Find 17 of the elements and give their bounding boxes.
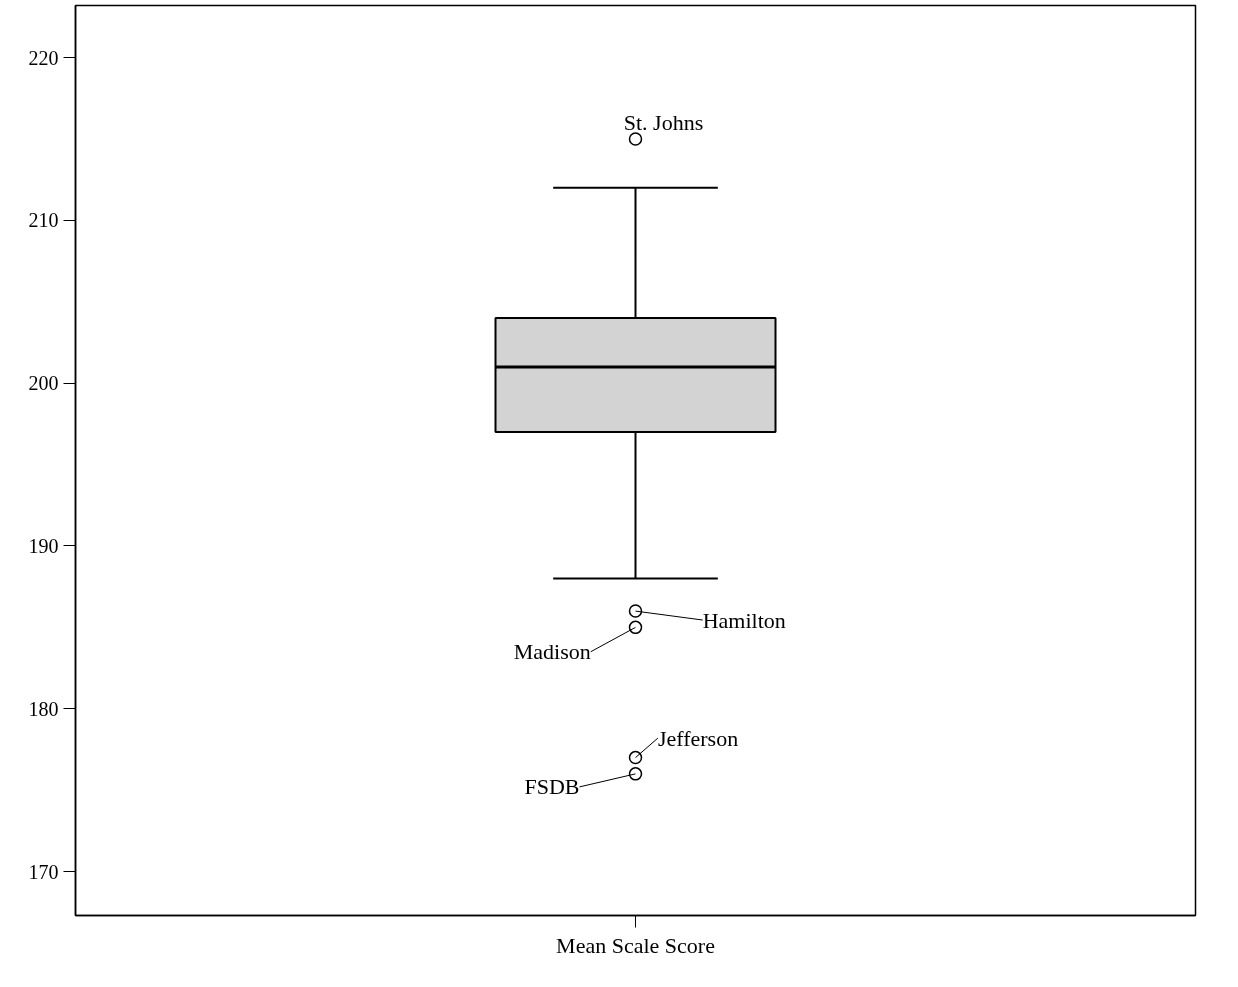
annotation: FSDB bbox=[524, 774, 580, 800]
point bbox=[628, 604, 643, 618]
y-tick-label: 200 bbox=[28, 372, 59, 395]
y-tick-label: 210 bbox=[28, 209, 59, 232]
annotation: Hamilton bbox=[702, 607, 786, 633]
annotation: Jefferson bbox=[657, 725, 739, 751]
y-tick-label: 170 bbox=[28, 860, 59, 883]
y-tick-label: 180 bbox=[28, 697, 59, 720]
annotation: St. Johns bbox=[623, 110, 704, 136]
point bbox=[628, 750, 643, 765]
point bbox=[628, 767, 643, 781]
y-tick-label: 190 bbox=[28, 534, 59, 557]
point bbox=[628, 620, 643, 635]
annotation: Madison bbox=[513, 639, 591, 665]
y-tick-label: 220 bbox=[28, 46, 59, 69]
x-tick-label: Mean Scale Score bbox=[556, 932, 715, 958]
point bbox=[628, 132, 643, 146]
